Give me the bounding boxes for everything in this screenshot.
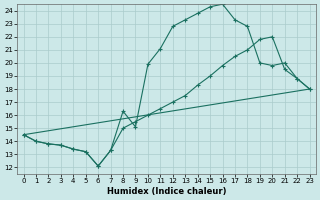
X-axis label: Humidex (Indice chaleur): Humidex (Indice chaleur): [107, 187, 226, 196]
